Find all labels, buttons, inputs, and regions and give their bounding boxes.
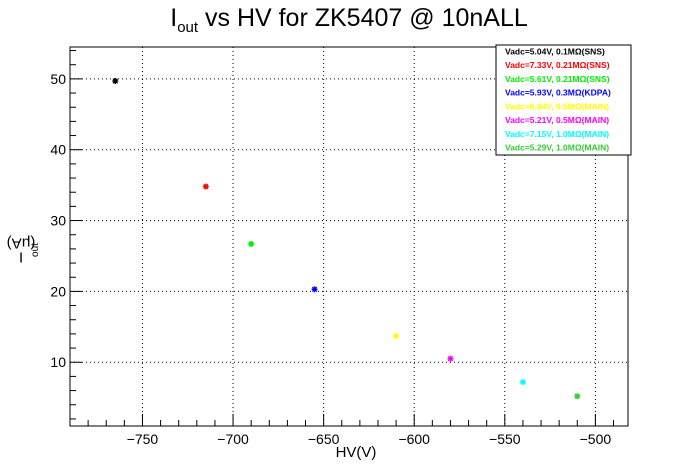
y-tick-label: 10 [50, 354, 66, 370]
title-subscript: out [177, 19, 199, 36]
data-point [519, 379, 526, 386]
data-point [447, 355, 454, 362]
data-point [574, 393, 581, 400]
chart-title: Iout vs HV for ZK5407 @ 10nALL [0, 4, 698, 36]
data-point [202, 183, 209, 190]
axis-ticks [69, 50, 615, 426]
tick-labels: −750 −700 −650 −600 −550 −500 10 20 30 40 50 [50, 71, 611, 447]
x-tick-label: −750 [127, 431, 159, 447]
data-point [393, 333, 400, 340]
legend-entry: Vadc=7.33V, 0.21MΩ(SNS) [505, 60, 610, 70]
x-tick-label: −500 [580, 431, 612, 447]
x-tick-label: −600 [398, 431, 430, 447]
y-tick-label: 50 [50, 71, 66, 87]
data-point [112, 78, 119, 85]
y-tick-label: 30 [50, 213, 66, 229]
legend-entry: Vadc=5.61V, 0.21MΩ(SNS) [505, 74, 610, 84]
x-axis-label: HV(V) [335, 444, 377, 461]
legend-entry: Vadc=5.29V, 1.0MΩ(MAIN) [505, 143, 609, 153]
title-rest: vs HV for ZK5407 @ 10nALL [198, 4, 528, 32]
legend-entry: Vadc=7.15V, 1.0MΩ(MAIN) [505, 129, 609, 139]
legend: Vadc=5.04V, 0.1MΩ(SNS) Vadc=7.33V, 0.21MΩ… [495, 44, 632, 156]
data-points [112, 78, 581, 400]
legend-entry: Vadc=5.93V, 0.3MΩ(KDPA) [505, 88, 611, 98]
legend-box [495, 44, 632, 156]
legend-entry: Vadc=6.84V, 0.5MΩ(MAIN) [505, 101, 609, 111]
y-label-rest: (μA) [6, 234, 36, 252]
legend-entry: Vadc=5.21V, 0.5MΩ(MAIN) [505, 115, 609, 125]
plot-frame [69, 46, 629, 427]
y-tick-label: 20 [50, 283, 66, 299]
legend-entry: Vadc=5.04V, 0.1MΩ(SNS) [505, 46, 605, 56]
x-tick-label: −700 [217, 431, 249, 447]
data-point [248, 240, 255, 247]
x-tick-label: −650 [308, 431, 340, 447]
y-tick-label: 40 [50, 142, 66, 158]
x-tick-label: −550 [489, 431, 521, 447]
title-main: I [170, 4, 178, 32]
data-point [311, 286, 318, 293]
